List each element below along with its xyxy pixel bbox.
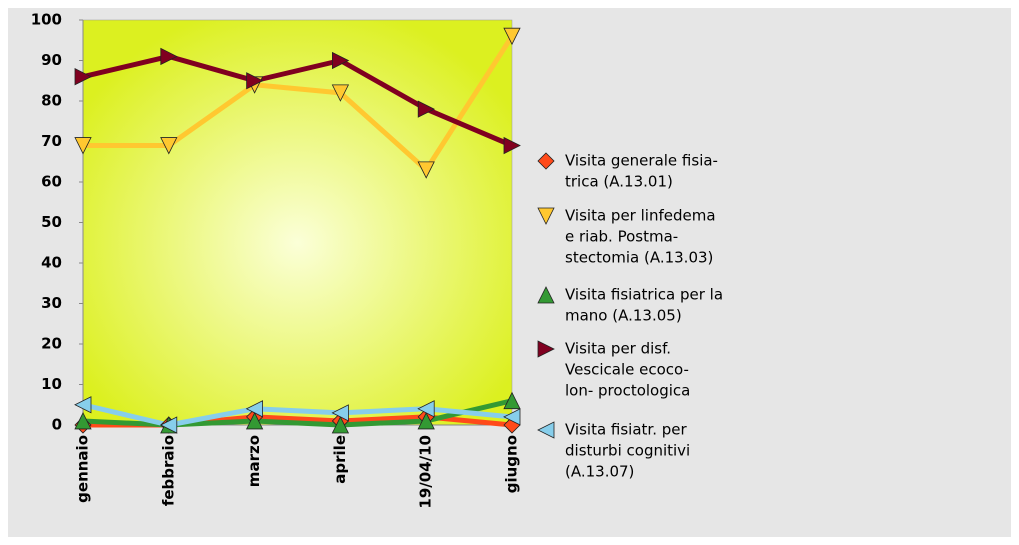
legend-marker [537,340,555,358]
marker [159,416,178,434]
legend-label: Visita per disf. [565,340,671,358]
marker [245,400,263,418]
legend-label: mano (A.13.05) [565,307,682,325]
y-tick-label: 20 [41,335,62,353]
x-tick-label: aprile [331,435,349,484]
marker [503,27,521,46]
legend-label: (A.13.07) [565,463,634,481]
legend-label: Visita per linfedema [565,207,716,225]
legend-label: trica (A.13.01) [565,173,673,191]
y-tick-label: 0 [52,416,62,434]
marker [331,404,349,422]
y-tick-label: 70 [41,132,62,150]
marker [160,137,178,155]
x-tick-label: giugno [503,435,521,493]
marker [503,136,521,155]
legend-marker [537,207,555,225]
y-tick-label: 50 [41,213,62,231]
marker [74,396,92,414]
legend-marker [537,286,555,304]
marker [74,137,92,155]
y-tick-label: 80 [41,92,62,110]
marker [332,51,350,70]
y-tick-label: 60 [41,173,62,191]
series-line [82,402,513,428]
y-tick-label: 90 [41,51,62,69]
marker [503,408,521,426]
legend-label: Vescicale ecoco- [565,361,689,379]
marker [331,84,350,102]
legend-label: lon- proctologica [565,382,690,400]
marker [74,68,92,86]
marker [417,100,436,118]
marker [246,72,264,90]
marker [417,400,435,418]
y-tick-label: 30 [41,294,62,312]
y-tick-label: 40 [41,254,62,272]
marker [503,391,521,410]
series-line [82,398,513,428]
legend-label: Visita fisiatrica per la [565,286,723,304]
legend-label: Visita fisiatr. per [565,421,688,439]
series-line [83,34,515,173]
legend-label: disturbi cognitivi [565,442,690,460]
marker [331,416,350,434]
marker [74,412,92,430]
plot-area [82,19,513,426]
x-tick-label: marzo [245,435,263,487]
y-tick-label: 100 [31,11,62,29]
legend-label: e riab. Postma- [565,228,678,246]
series-line [82,53,513,148]
marker [417,412,435,430]
marker [417,161,435,179]
legend-label: stectomia (A.13.03) [565,249,713,267]
y-tick-label: 10 [41,375,62,393]
legend-marker [537,421,555,439]
marker [245,412,264,430]
legend-label: Visita generale fisia- [565,152,718,170]
x-tick-label: 19/04/10 [417,435,435,509]
x-tick-label: febbraio [159,435,177,506]
legend-marker [537,152,555,170]
x-tick-label: gennaio [74,435,92,503]
marker [160,47,178,66]
